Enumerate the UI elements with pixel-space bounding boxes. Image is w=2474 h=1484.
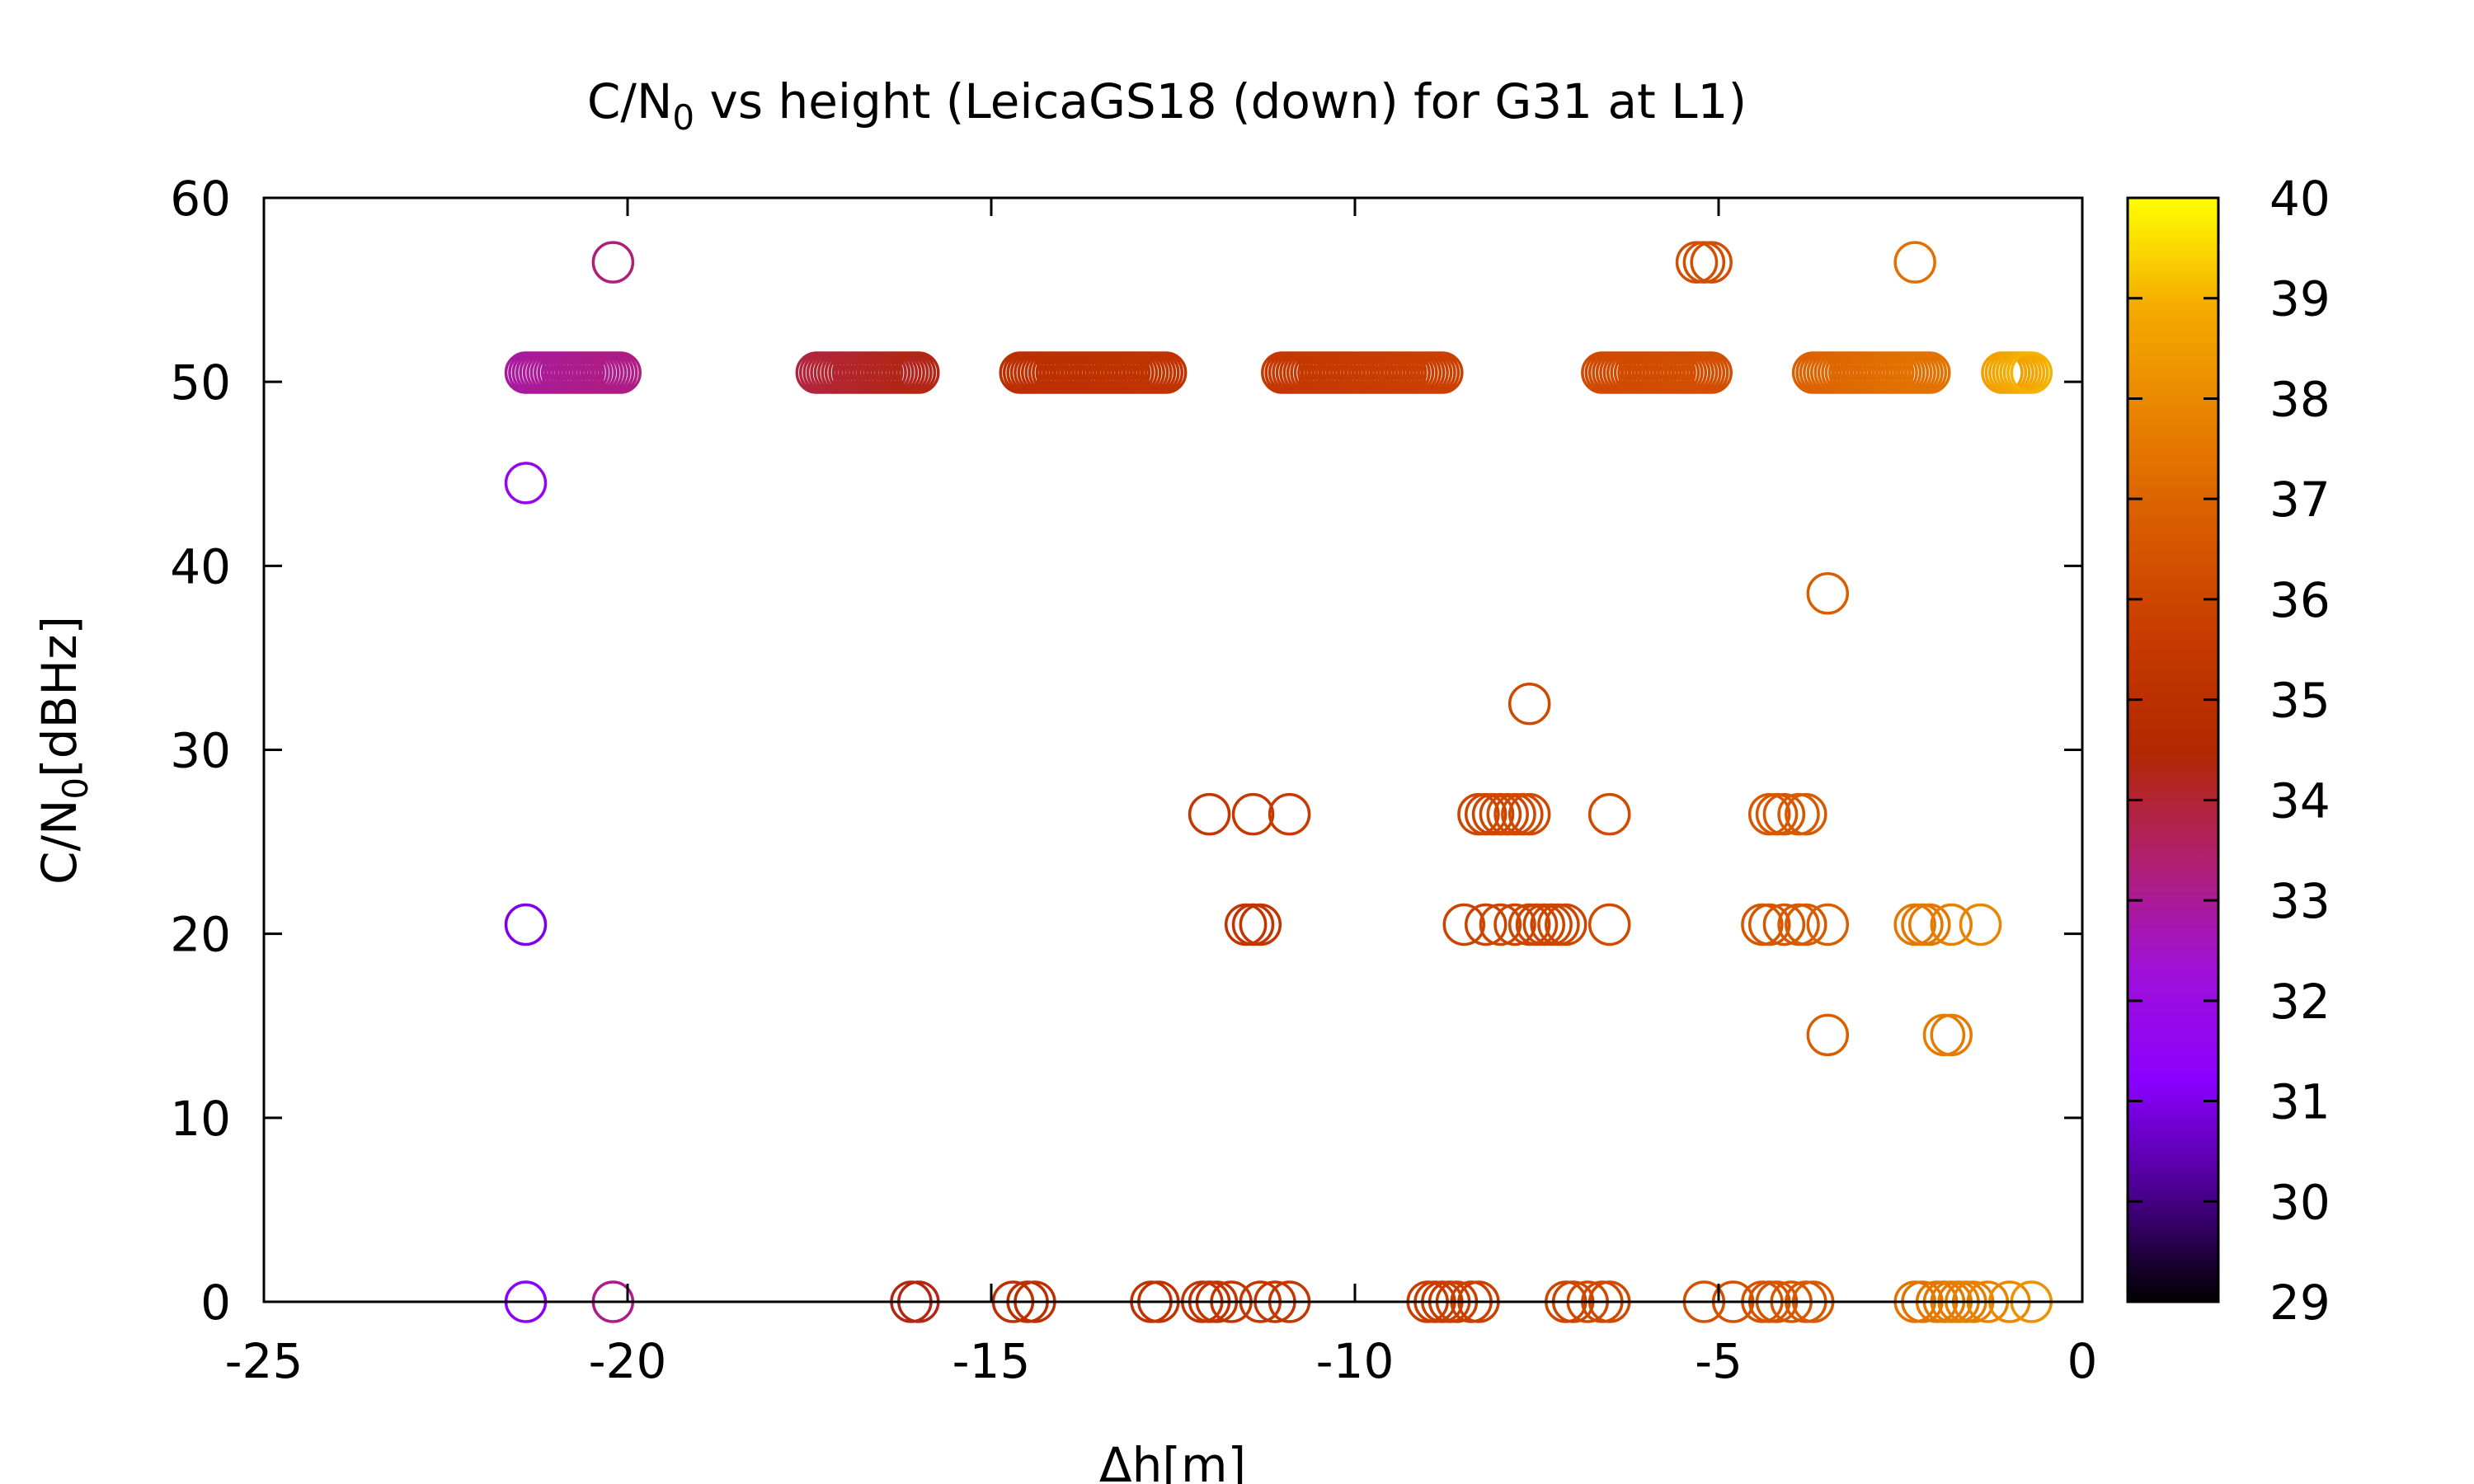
data-point bbox=[1421, 351, 1464, 394]
chart-title-pre: C/N bbox=[587, 73, 672, 129]
data-point bbox=[1930, 1013, 1973, 1057]
data-point bbox=[1144, 351, 1188, 394]
y-axis-label-sub: 0 bbox=[55, 777, 96, 800]
data-point bbox=[1587, 903, 1631, 946]
y-tick-label: 50 bbox=[170, 355, 231, 411]
data-point bbox=[1959, 903, 2002, 946]
y-tick-label: 60 bbox=[170, 171, 231, 227]
data-point bbox=[1762, 903, 1806, 946]
colorbar-tick-label: 40 bbox=[2269, 171, 2331, 227]
y-axis-label-pre: C/N bbox=[31, 800, 87, 885]
data-point bbox=[1785, 903, 1827, 946]
chart-title: C/N0 vs height (LeicaGS18 (down) for G31… bbox=[587, 73, 1747, 138]
data-point bbox=[1268, 792, 1311, 836]
y-tick-label: 30 bbox=[170, 723, 231, 779]
data-point bbox=[1507, 792, 1551, 836]
colorbar-tick-label: 31 bbox=[2269, 1074, 2331, 1130]
colorbar-tick-label: 33 bbox=[2269, 873, 2331, 929]
data-point bbox=[1690, 351, 1733, 394]
data-point bbox=[504, 462, 548, 505]
colorbar-tick-label: 37 bbox=[2269, 472, 2331, 528]
x-axis-label: Δh[m] bbox=[1099, 1437, 1246, 1484]
data-point bbox=[1908, 351, 1951, 394]
colorbar-tick-label: 34 bbox=[2269, 773, 2331, 829]
axis-ticks bbox=[262, 196, 2084, 1303]
data-point bbox=[1507, 682, 1551, 726]
y-axis-label-post: [dBHz] bbox=[31, 616, 87, 777]
data-point bbox=[1690, 241, 1733, 284]
data-point bbox=[1785, 792, 1827, 836]
data-point bbox=[1806, 903, 1850, 946]
y-tick-label: 20 bbox=[170, 907, 231, 963]
data-point bbox=[1806, 572, 1850, 615]
x-tick-labels: -25 -20 -15 -10 -5 0 bbox=[225, 1333, 2098, 1389]
data-point bbox=[1762, 792, 1806, 836]
data-point bbox=[1747, 903, 1791, 946]
chart-title-sub: 0 bbox=[672, 97, 694, 138]
data-points bbox=[504, 241, 2053, 1323]
data-point bbox=[2010, 351, 2053, 394]
colorbar-tick-label: 32 bbox=[2269, 974, 2331, 1030]
x-tick-label: -15 bbox=[952, 1333, 1031, 1389]
data-point bbox=[1493, 903, 1536, 946]
data-point bbox=[504, 903, 548, 946]
x-tick-label: -10 bbox=[1316, 1333, 1395, 1389]
colorbar-tick-label: 39 bbox=[2269, 271, 2331, 327]
y-tick-label: 0 bbox=[200, 1275, 231, 1331]
y-tick-labels: 0 10 20 30 40 50 60 bbox=[170, 171, 231, 1331]
y-tick-label: 10 bbox=[170, 1091, 231, 1147]
data-point bbox=[1465, 903, 1507, 946]
data-point bbox=[1545, 903, 1587, 946]
colorbar-labels: 29 30 31 32 33 34 35 36 37 38 39 40 bbox=[2269, 171, 2331, 1331]
colorbar bbox=[2126, 196, 2220, 1303]
x-tick-label: -25 bbox=[225, 1333, 303, 1389]
colorbar-tick-label: 36 bbox=[2269, 572, 2331, 628]
data-point bbox=[1806, 1013, 1850, 1057]
data-point bbox=[1908, 903, 1951, 946]
data-point bbox=[599, 351, 642, 394]
data-point bbox=[1442, 903, 1486, 946]
colorbar-tick-label: 35 bbox=[2269, 673, 2331, 729]
colorbar-tick-label: 29 bbox=[2269, 1275, 2331, 1331]
data-point bbox=[1587, 792, 1631, 836]
x-tick-label: 0 bbox=[2067, 1333, 2098, 1389]
y-tick-label: 40 bbox=[170, 538, 231, 594]
data-point bbox=[1231, 792, 1275, 836]
chart-title-post: vs height (LeicaGS18 (down) for G31 at L… bbox=[694, 73, 1747, 129]
x-tick-label: -20 bbox=[589, 1333, 667, 1389]
data-point bbox=[1893, 241, 1936, 284]
data-point bbox=[1930, 903, 1973, 946]
data-point bbox=[1479, 903, 1522, 946]
colorbar-tick-label: 38 bbox=[2269, 371, 2331, 427]
data-point bbox=[897, 351, 940, 394]
data-point bbox=[1239, 903, 1282, 946]
x-tick-label: -5 bbox=[1695, 1333, 1743, 1389]
data-point bbox=[591, 241, 635, 284]
y-axis-label: C/N0[dBHz] bbox=[31, 616, 96, 885]
data-point bbox=[1188, 792, 1231, 836]
colorbar-tick-label: 30 bbox=[2269, 1174, 2331, 1230]
colorbar-ticks bbox=[2128, 196, 2218, 1303]
